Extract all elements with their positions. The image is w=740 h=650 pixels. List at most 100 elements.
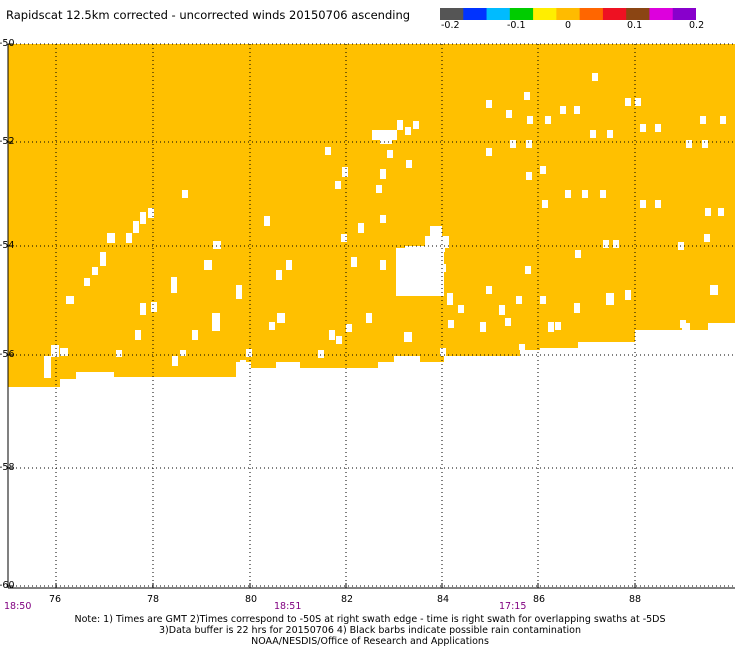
data-gap <box>182 190 188 198</box>
data-gap <box>575 250 581 258</box>
data-gap <box>180 350 186 356</box>
data-gap <box>527 116 533 124</box>
lon-tick-label: 86 <box>533 594 546 605</box>
data-gap <box>387 150 393 158</box>
lat-tick-label: -58 <box>0 462 15 473</box>
data-gap <box>246 349 252 357</box>
data-gap <box>635 98 641 106</box>
data-gap <box>499 305 505 315</box>
data-gap <box>505 318 511 326</box>
data-gap <box>625 290 631 300</box>
data-gap <box>655 200 661 208</box>
data-gap <box>582 190 588 198</box>
data-gap <box>60 348 68 356</box>
data-gap <box>100 252 106 266</box>
data-gap <box>560 106 566 114</box>
time-label: 18:50 <box>4 601 32 612</box>
colorbar-label: -0.1 <box>507 20 526 31</box>
data-gap <box>264 216 270 226</box>
data-gap <box>686 140 692 148</box>
data-gap <box>269 322 275 330</box>
data-gap <box>341 234 347 242</box>
lat-tick-label: -54 <box>0 240 15 251</box>
data-gap <box>148 208 154 218</box>
data-gap <box>613 240 619 248</box>
data-gap <box>84 278 90 286</box>
lon-tick-label: 76 <box>49 594 62 605</box>
data-gap <box>140 212 146 224</box>
data-gap <box>700 116 706 124</box>
lat-tick-label: -50 <box>0 38 15 49</box>
map-title: Rapidscat 12.5km corrected - uncorrected… <box>6 8 411 22</box>
lat-tick-label: -52 <box>0 136 15 147</box>
colorbar-label: 0 <box>565 20 572 31</box>
data-gap <box>413 121 419 129</box>
data-gap <box>606 293 614 305</box>
data-gap <box>325 147 331 155</box>
data-gap <box>524 92 530 100</box>
data-gap <box>625 98 631 106</box>
colorbar-segment <box>602 8 627 20</box>
colorbar-segment <box>440 8 464 20</box>
data-gap <box>574 303 580 313</box>
data-gap <box>590 130 596 138</box>
data-gap <box>329 330 335 340</box>
data-gap <box>720 116 726 124</box>
data-gap <box>510 140 516 148</box>
data-gap <box>405 246 445 252</box>
data-gap <box>376 185 382 193</box>
data-gap <box>192 330 198 340</box>
data-gap <box>574 106 580 114</box>
data-gap <box>718 208 724 216</box>
data-gap <box>565 190 571 198</box>
colorbar-label: 0.2 <box>689 20 705 31</box>
colorbar-label: -0.2 <box>441 20 460 31</box>
data-gap <box>126 233 132 243</box>
data-gap <box>116 350 122 357</box>
data-gap <box>336 336 342 344</box>
data-gap <box>425 236 449 248</box>
data-gap <box>172 356 178 366</box>
data-gap <box>380 215 386 223</box>
colorbar <box>440 8 696 20</box>
data-gap <box>516 296 522 304</box>
colorbar-segment <box>579 8 604 20</box>
data-gap <box>213 241 221 249</box>
data-gap <box>276 270 282 280</box>
colorbar-segment <box>649 8 674 20</box>
data-gap <box>286 260 292 270</box>
data-gap <box>655 124 661 132</box>
data-gap <box>600 190 606 198</box>
data-gap <box>366 313 372 323</box>
data-gap <box>525 266 531 274</box>
data-gap <box>526 140 532 148</box>
data-gap <box>51 345 59 357</box>
lon-tick-label: 84 <box>437 594 450 605</box>
data-gap <box>351 257 357 267</box>
data-gap <box>540 166 546 174</box>
data-gap <box>702 140 708 148</box>
data-gap <box>519 344 525 350</box>
data-gap <box>135 330 141 340</box>
swath-coverage <box>8 44 735 387</box>
data-gap <box>486 148 492 156</box>
data-gap <box>440 348 446 356</box>
data-gap <box>458 305 464 313</box>
colorbar-segment <box>556 8 581 20</box>
data-gap <box>710 285 718 295</box>
data-gap <box>405 127 411 135</box>
data-gap <box>406 160 412 168</box>
data-gap <box>380 169 386 179</box>
data-gap <box>107 233 115 243</box>
data-gap <box>342 167 348 177</box>
data-gap <box>380 260 386 270</box>
colorbar-segment <box>533 8 557 20</box>
colorbar-segment <box>672 8 696 20</box>
lon-tick-label: 78 <box>147 594 160 605</box>
data-gap <box>704 234 710 242</box>
data-gap <box>440 264 446 272</box>
data-gap <box>204 260 212 270</box>
data-gap <box>486 286 492 294</box>
data-gap <box>212 313 220 331</box>
